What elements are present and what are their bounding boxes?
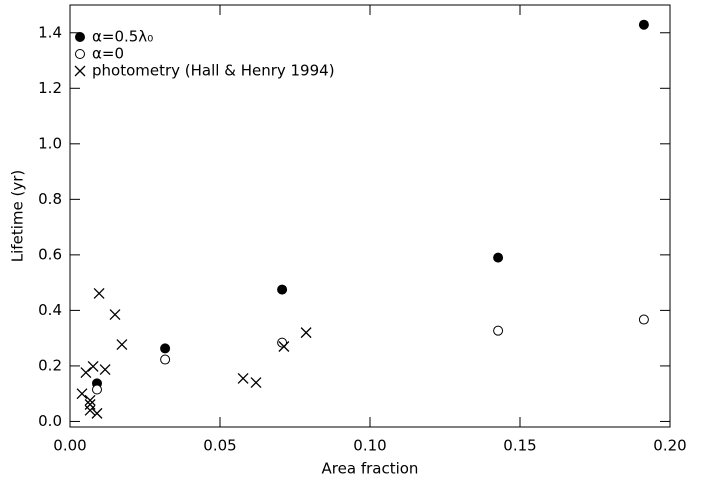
y-tick-label: 0.8 <box>38 190 62 208</box>
legend-label: photometry (Hall & Henry 1994) <box>92 62 335 80</box>
y-tick-label: 1.0 <box>38 134 62 152</box>
cross-point <box>91 407 103 419</box>
legend-label: α=0.5λ₀ <box>92 28 153 46</box>
cross-point <box>237 372 249 384</box>
cross-point <box>80 367 92 379</box>
filled-point <box>493 252 504 263</box>
y-tick-label: 0.2 <box>38 356 62 374</box>
x-tick-label: 0.10 <box>353 437 386 455</box>
x-tick-label: 0.20 <box>653 437 686 455</box>
legend-marker <box>75 49 85 59</box>
cross-point <box>300 327 312 339</box>
open-point <box>493 325 504 336</box>
y-tick-label: 0.0 <box>38 412 62 430</box>
y-tick-label: 1.4 <box>38 23 62 41</box>
x-tick-label: 0.15 <box>503 437 536 455</box>
cross-point <box>278 341 290 352</box>
y-tick-label: 0.4 <box>38 301 62 319</box>
open-point <box>92 384 102 395</box>
y-tick-label: 1.2 <box>38 79 62 97</box>
y-tick-label: 0.6 <box>38 245 62 263</box>
x-tick-label: 0.05 <box>203 437 236 455</box>
open-point <box>160 354 171 365</box>
cross-point <box>87 361 99 372</box>
legend-marker <box>75 32 85 42</box>
y-axis-label: Lifetime (yr) <box>9 170 27 262</box>
open-point <box>277 337 288 348</box>
filled-point <box>160 343 171 354</box>
cross-point <box>99 364 111 375</box>
x-axis-label: Area fraction <box>322 460 419 478</box>
filled-point <box>277 284 288 295</box>
cross-point <box>84 394 96 406</box>
open-point <box>638 314 649 325</box>
cross-point <box>250 377 262 389</box>
cross-point <box>76 388 88 400</box>
cross-point <box>93 287 105 299</box>
legend-label: α=0 <box>92 45 124 63</box>
cross-point <box>109 309 121 321</box>
cross-point <box>116 339 128 351</box>
x-tick-label: 0.00 <box>53 437 86 455</box>
legend-marker <box>74 65 86 77</box>
filled-point <box>638 19 649 30</box>
cross-point <box>84 404 96 416</box>
